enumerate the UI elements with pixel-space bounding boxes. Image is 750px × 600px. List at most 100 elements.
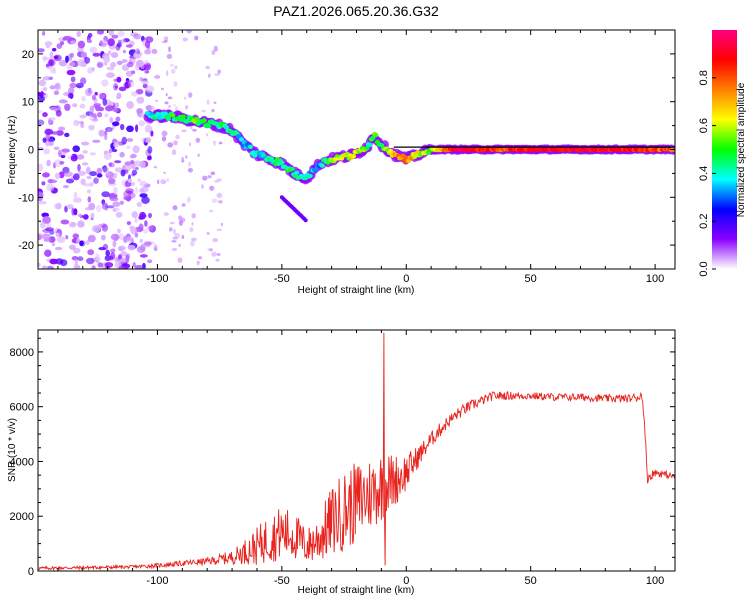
noise-speck <box>112 121 120 127</box>
noise-speck <box>64 103 71 112</box>
noise-speck <box>92 52 101 57</box>
noise-speck <box>125 188 134 194</box>
noise-speck <box>55 232 60 237</box>
noise-speck <box>47 58 56 67</box>
noise-speck <box>143 228 149 234</box>
y-tick-label: 6000 <box>10 402 34 414</box>
noise-speck <box>89 152 97 156</box>
noise-speck <box>201 109 206 113</box>
noise-speck <box>187 168 193 173</box>
noise-speck <box>130 226 137 235</box>
noise-speck <box>102 98 108 106</box>
noise-speck <box>68 87 75 95</box>
noise-speck <box>144 70 150 74</box>
noise-speck <box>163 40 168 43</box>
y-tick-label: 10 <box>22 97 34 109</box>
noise-speck <box>171 149 177 155</box>
noise-speck <box>113 83 119 91</box>
spectrogram-plot-area <box>38 30 675 269</box>
ridge-core <box>268 156 274 161</box>
noise-speck <box>38 196 43 202</box>
noise-speck <box>70 40 77 45</box>
noise-speck <box>144 124 153 133</box>
colorbar-tick-label: 0.8 <box>698 70 710 85</box>
noise-speck <box>86 39 93 43</box>
ridge-core <box>367 142 373 147</box>
noise-speck <box>69 62 76 67</box>
noise-speck <box>134 265 144 269</box>
noise-speck <box>108 30 114 36</box>
noise-speck <box>81 96 86 102</box>
ridge-core <box>319 163 325 168</box>
noise-speck <box>127 244 136 251</box>
noise-speck <box>112 107 119 113</box>
noise-speck <box>112 207 117 212</box>
noise-speck <box>190 126 193 130</box>
noise-speck <box>125 70 134 77</box>
noise-speck <box>173 140 178 146</box>
noise-speck <box>214 73 221 76</box>
noise-speck <box>147 259 153 264</box>
noise-speck <box>144 40 151 49</box>
noise-speck <box>144 49 152 55</box>
noise-speck <box>148 212 152 219</box>
noise-speck <box>57 149 62 157</box>
noise-speck <box>167 96 173 100</box>
noise-speck <box>114 102 120 108</box>
noise-speck <box>135 124 139 133</box>
noise-speck <box>91 225 101 233</box>
noise-speck <box>66 69 76 76</box>
noise-speck <box>88 124 95 131</box>
noise-speck <box>117 245 127 251</box>
noise-speck <box>177 257 183 264</box>
x-tick-label: -100 <box>146 273 168 285</box>
noise-speck <box>104 255 112 262</box>
noise-speck <box>67 92 74 99</box>
noise-speck <box>182 202 185 207</box>
noise-speck <box>86 175 92 180</box>
noise-speck <box>68 221 77 228</box>
noise-speck <box>80 51 87 58</box>
ridge-core <box>289 166 295 172</box>
noise-speck <box>196 260 200 266</box>
noise-speck <box>88 202 96 211</box>
noise-speck <box>99 40 103 46</box>
noise-speck <box>143 241 152 246</box>
x-tick-label: 50 <box>525 273 537 285</box>
noise-speck <box>139 77 144 82</box>
noise-speck <box>98 92 106 100</box>
noise-speck <box>139 180 147 187</box>
noise-speck <box>98 129 105 137</box>
noise-speck <box>130 160 135 165</box>
noise-speck <box>145 137 152 144</box>
noise-speck <box>74 258 78 266</box>
noise-speck <box>133 33 142 40</box>
noise-speck <box>108 162 115 168</box>
noise-speck <box>111 148 118 153</box>
noise-speck <box>201 184 204 189</box>
noise-speck <box>173 104 176 107</box>
noise-speck <box>102 202 108 210</box>
noise-speck <box>112 172 118 179</box>
noise-speck <box>83 183 92 187</box>
noise-speck <box>79 240 84 247</box>
noise-speck <box>77 256 84 262</box>
noise-speck <box>60 219 70 225</box>
noise-speck <box>66 204 74 210</box>
noise-speck <box>211 50 216 55</box>
noise-speck <box>89 171 97 177</box>
noise-speck <box>110 52 119 58</box>
noise-speck <box>153 243 158 249</box>
noise-speck <box>171 247 178 252</box>
noise-speck <box>77 163 81 172</box>
noise-speck <box>132 145 140 154</box>
noise-speck <box>107 38 115 47</box>
noise-speck <box>120 250 127 257</box>
noise-speck <box>191 222 194 226</box>
noise-speck <box>136 96 145 104</box>
noise-speck <box>79 103 86 109</box>
y-tick-label: 20 <box>22 49 34 61</box>
noise-speck <box>132 262 136 267</box>
noise-speck <box>104 132 108 141</box>
